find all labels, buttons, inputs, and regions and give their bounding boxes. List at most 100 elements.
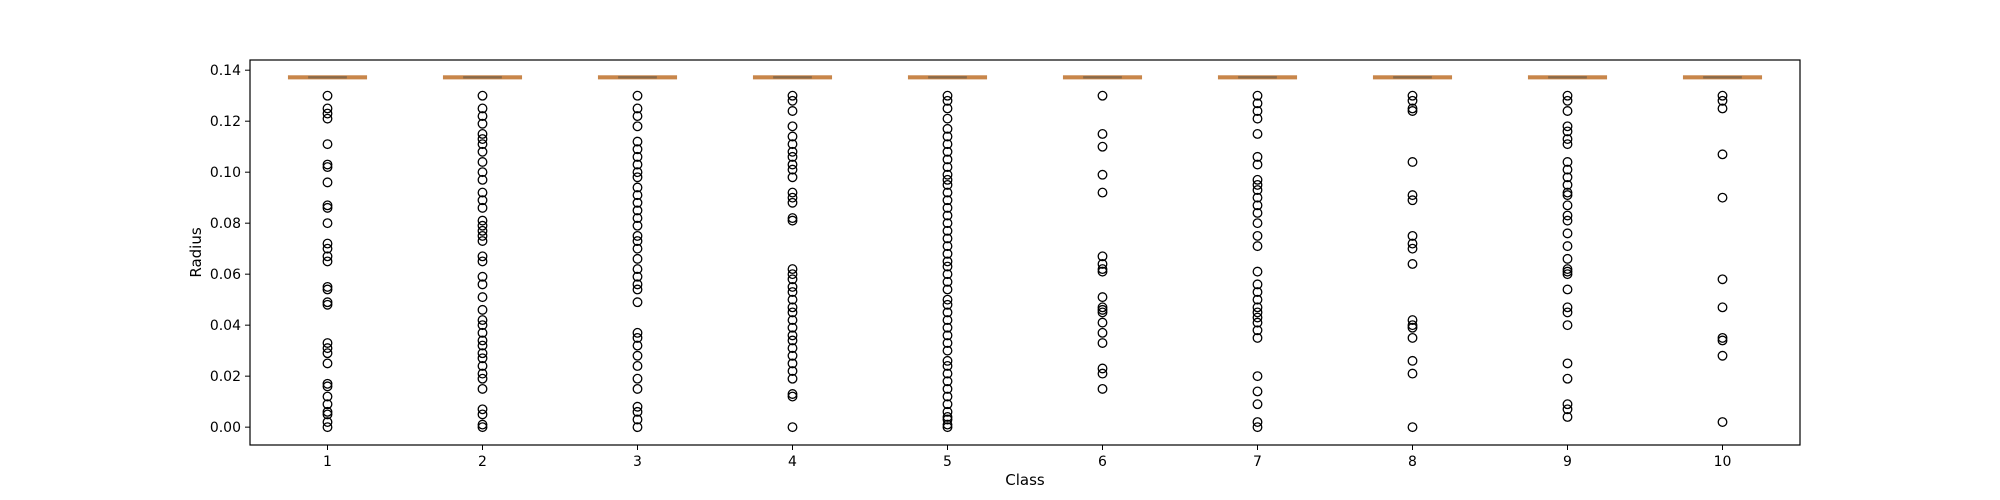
flier-point	[632, 350, 643, 361]
flier-point	[787, 139, 798, 150]
flier-point	[322, 113, 333, 124]
x-tick-label: 2	[478, 454, 487, 470]
y-tick-label: 0.06	[210, 267, 241, 283]
flier-point	[477, 167, 488, 178]
flier-point	[1097, 169, 1108, 180]
flier-point	[942, 195, 953, 206]
flier-point	[1407, 103, 1418, 114]
flier-point	[477, 174, 488, 185]
flier-point	[1407, 259, 1418, 269]
flier-point	[1407, 157, 1418, 167]
y-tick-label: 0.00	[210, 420, 241, 436]
flier-point	[787, 302, 798, 313]
flier-point	[1562, 404, 1573, 415]
fliers-7	[1252, 90, 1263, 433]
flier-point	[1252, 230, 1263, 241]
flier-point	[1097, 187, 1108, 198]
x-tick-label: 1	[323, 454, 332, 470]
flier-point	[322, 177, 333, 188]
flier-point	[787, 197, 798, 208]
flier-point	[1252, 208, 1263, 218]
flier-point	[942, 322, 953, 333]
flier-point	[1097, 292, 1108, 303]
flier-point	[787, 315, 798, 326]
flier-point	[1407, 355, 1418, 366]
flier-point	[477, 361, 488, 371]
flier-point	[322, 417, 333, 428]
flier-point	[1717, 149, 1728, 160]
flier-point	[942, 376, 953, 387]
flier-point	[1097, 338, 1108, 348]
flier-point	[1562, 253, 1573, 264]
flier-point	[942, 338, 953, 348]
y-tick-label: 0.14	[210, 63, 241, 79]
flier-point	[787, 164, 798, 175]
flier-point	[787, 159, 798, 170]
fliers-1	[322, 90, 333, 433]
flier-point	[1717, 192, 1728, 203]
flier-point	[322, 202, 333, 213]
fliers-4	[787, 90, 798, 433]
flier-point	[322, 284, 333, 295]
flier-point	[1097, 141, 1108, 152]
flier-point	[787, 269, 798, 280]
y-tick-label: 0.10	[210, 165, 241, 181]
flier-point	[787, 366, 798, 377]
flier-point	[1252, 399, 1263, 410]
flier-point	[1407, 230, 1418, 241]
flier-point	[1562, 215, 1573, 226]
flier-point	[787, 131, 798, 142]
flier-point	[322, 103, 333, 114]
flier-point	[1252, 128, 1263, 139]
flier-point	[942, 113, 953, 124]
y-tick-label: 0.04	[210, 318, 241, 334]
flier-point	[322, 409, 333, 420]
flier-point	[1562, 106, 1573, 116]
flier-point	[322, 338, 333, 348]
flier-point	[477, 128, 488, 139]
flier-point	[632, 103, 643, 114]
box-7	[1217, 75, 1298, 80]
flier-point	[322, 243, 333, 254]
flier-point	[787, 146, 798, 157]
flier-point	[1097, 90, 1108, 101]
flier-point	[787, 172, 798, 183]
flier-point	[477, 292, 488, 303]
flier-point	[1252, 294, 1263, 305]
flier-point	[632, 230, 643, 241]
flier-point	[632, 205, 643, 216]
flier-point	[942, 233, 953, 244]
flier-point	[942, 422, 953, 433]
flier-point	[787, 121, 798, 132]
flier-point	[1097, 383, 1108, 394]
flier-point	[1407, 315, 1418, 326]
flier-point	[322, 281, 333, 292]
flier-point	[942, 406, 953, 417]
x-tick-label: 5	[943, 454, 952, 470]
flier-point	[787, 264, 798, 275]
flier-point	[942, 361, 953, 371]
flier-point	[477, 409, 488, 420]
flier-point	[632, 182, 643, 193]
flier-point	[942, 355, 953, 366]
flier-point	[322, 218, 333, 229]
flier-point	[1097, 259, 1108, 269]
flier-point	[1252, 312, 1263, 323]
flier-point	[787, 187, 798, 198]
flier-point	[477, 139, 488, 150]
flier-point	[477, 422, 488, 433]
x-tick-label: 7	[1253, 454, 1262, 470]
flier-point	[787, 358, 798, 369]
flier-point	[787, 281, 798, 292]
flier-point	[787, 151, 798, 162]
flier-point	[322, 200, 333, 211]
flier-point	[942, 174, 953, 185]
flier-point	[942, 269, 953, 280]
flier-point	[477, 195, 488, 206]
flier-point	[1562, 200, 1573, 211]
flier-point	[1562, 264, 1573, 275]
flier-point	[1717, 103, 1728, 114]
flier-point	[1252, 266, 1263, 277]
flier-point	[1717, 274, 1728, 285]
y-tick-label: 0.08	[210, 216, 241, 232]
